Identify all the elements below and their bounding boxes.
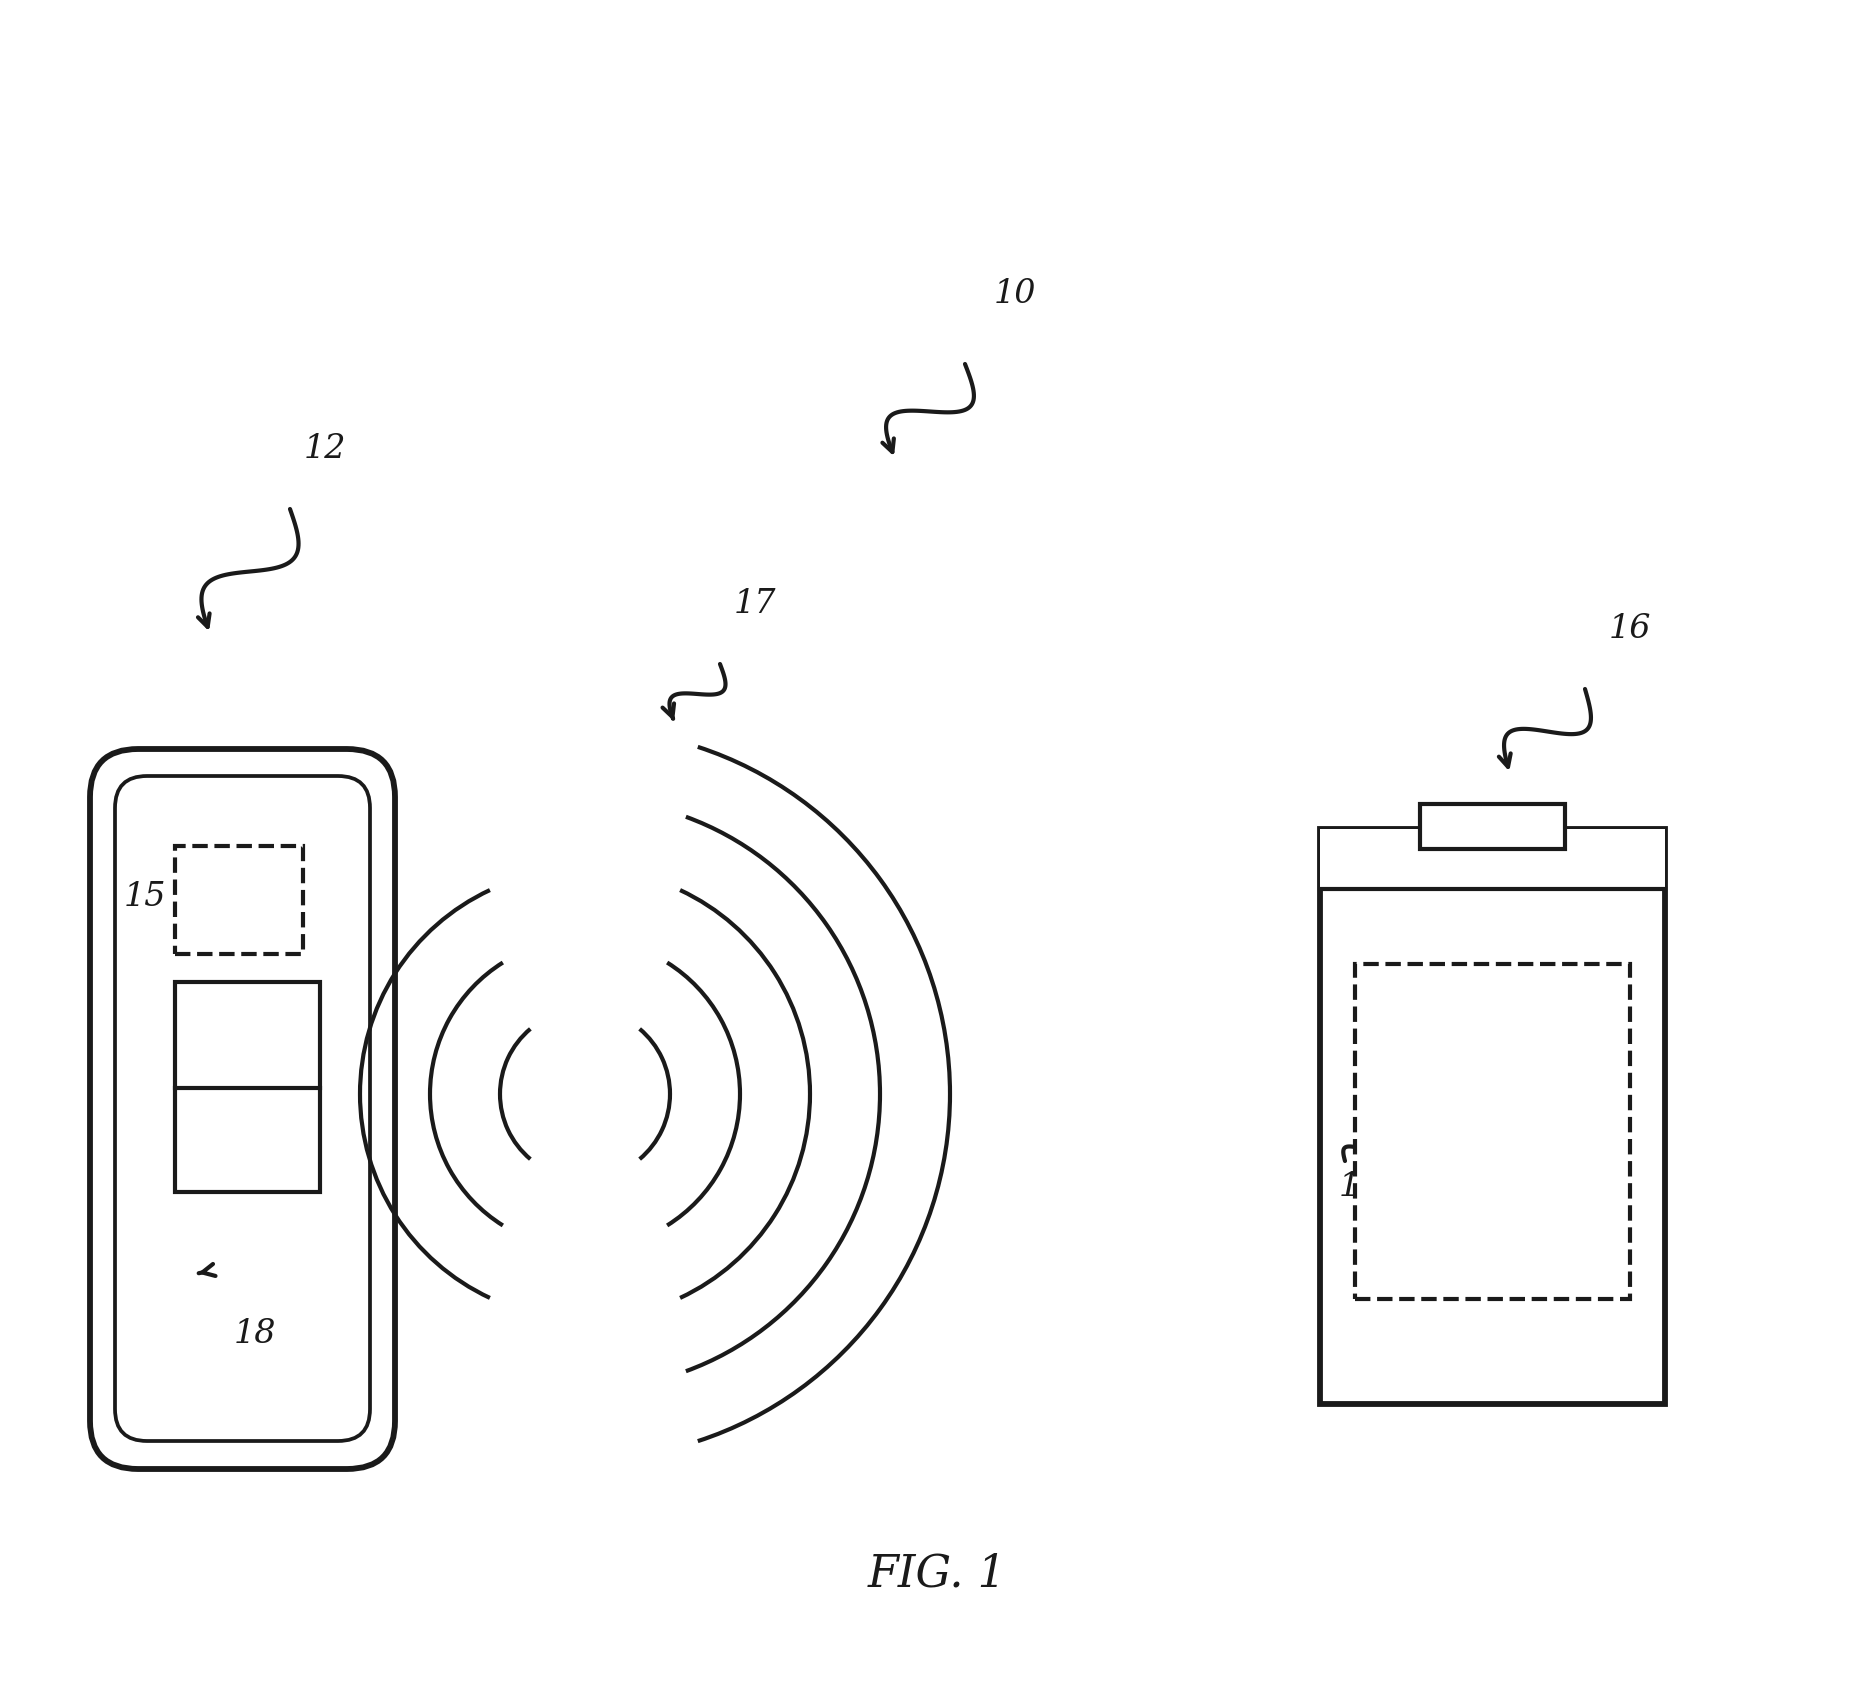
Bar <box>1320 829 1665 888</box>
Text: 18: 18 <box>234 1317 276 1350</box>
Text: FIG. 1: FIG. 1 <box>868 1552 1007 1596</box>
Text: 10: 10 <box>994 279 1037 311</box>
Bar <box>174 846 304 954</box>
Bar <box>174 981 321 1192</box>
Text: 14: 14 <box>1339 1170 1382 1203</box>
Bar <box>1356 964 1629 1299</box>
Bar <box>1419 804 1566 850</box>
Bar <box>1320 829 1665 1404</box>
Text: 16: 16 <box>1609 613 1652 645</box>
FancyBboxPatch shape <box>90 748 396 1469</box>
Text: 15: 15 <box>124 882 167 914</box>
FancyBboxPatch shape <box>114 775 369 1441</box>
Text: 17: 17 <box>733 588 776 620</box>
Text: 12: 12 <box>304 432 347 464</box>
